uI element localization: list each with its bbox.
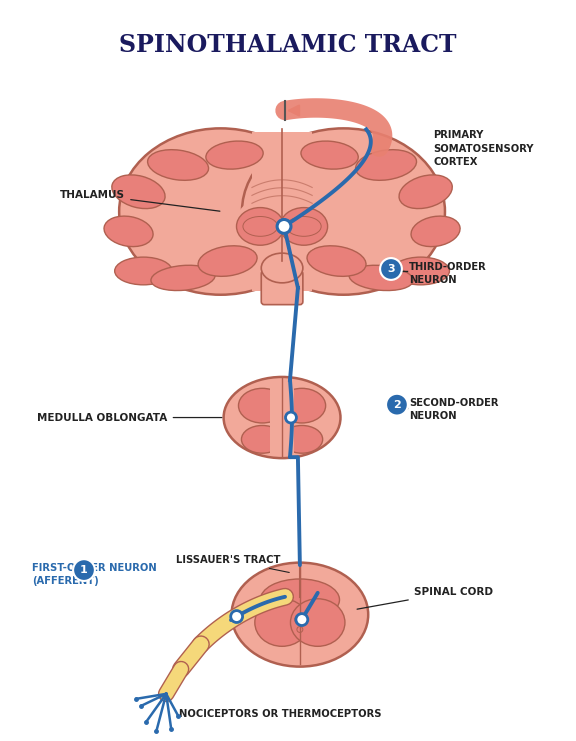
Ellipse shape <box>115 257 172 285</box>
Ellipse shape <box>112 175 165 209</box>
Ellipse shape <box>355 150 416 180</box>
Ellipse shape <box>238 388 286 423</box>
Ellipse shape <box>349 265 413 290</box>
Text: THIRD-ORDER
NEURON: THIRD-ORDER NEURON <box>409 262 487 285</box>
Ellipse shape <box>241 425 283 453</box>
Text: LISSAUER'S TRACT: LISSAUER'S TRACT <box>176 555 289 573</box>
Circle shape <box>277 219 291 233</box>
Ellipse shape <box>411 216 460 247</box>
FancyBboxPatch shape <box>262 271 303 305</box>
Text: SECOND-ORDER
NEURON: SECOND-ORDER NEURON <box>409 398 498 421</box>
Ellipse shape <box>151 265 215 290</box>
Circle shape <box>231 611 242 622</box>
Circle shape <box>386 393 408 416</box>
Text: FIRST-ORDER NEURON
(AFFERENT): FIRST-ORDER NEURON (AFFERENT) <box>32 563 157 586</box>
Text: NOCICEPTORS OR THERMOCEPTORS: NOCICEPTORS OR THERMOCEPTORS <box>179 708 381 719</box>
Text: 1: 1 <box>80 565 88 575</box>
Ellipse shape <box>255 599 309 646</box>
Ellipse shape <box>206 141 263 169</box>
Text: 2: 2 <box>393 399 401 410</box>
Ellipse shape <box>237 207 284 245</box>
Ellipse shape <box>243 216 278 236</box>
Circle shape <box>295 614 305 625</box>
Ellipse shape <box>301 141 358 169</box>
Ellipse shape <box>281 425 323 453</box>
Circle shape <box>297 626 303 633</box>
Ellipse shape <box>262 253 303 283</box>
Ellipse shape <box>119 128 322 295</box>
Ellipse shape <box>290 599 345 646</box>
Ellipse shape <box>198 246 257 276</box>
Ellipse shape <box>235 192 329 256</box>
Circle shape <box>286 412 297 423</box>
Bar <box>252 133 312 290</box>
Ellipse shape <box>104 216 153 247</box>
Bar <box>270 380 294 455</box>
Circle shape <box>296 614 308 625</box>
Ellipse shape <box>399 175 452 209</box>
Ellipse shape <box>280 207 328 245</box>
Circle shape <box>380 258 402 280</box>
Ellipse shape <box>392 257 449 285</box>
Ellipse shape <box>260 579 339 620</box>
Ellipse shape <box>242 128 445 295</box>
Ellipse shape <box>278 388 325 423</box>
Text: PRIMARY
SOMATOSENSORY
CORTEX: PRIMARY SOMATOSENSORY CORTEX <box>434 130 534 167</box>
Text: SPINAL CORD: SPINAL CORD <box>357 587 493 609</box>
Text: SPINOTHALAMIC TRACT: SPINOTHALAMIC TRACT <box>119 33 457 57</box>
Ellipse shape <box>307 246 366 276</box>
Ellipse shape <box>223 377 340 458</box>
Text: MEDULLA OBLONGATA: MEDULLA OBLONGATA <box>37 413 222 422</box>
Ellipse shape <box>232 562 368 667</box>
Text: THALAMUS: THALAMUS <box>60 190 220 211</box>
Circle shape <box>73 559 95 581</box>
Ellipse shape <box>286 216 321 236</box>
Text: 3: 3 <box>387 264 395 274</box>
Ellipse shape <box>147 150 209 180</box>
